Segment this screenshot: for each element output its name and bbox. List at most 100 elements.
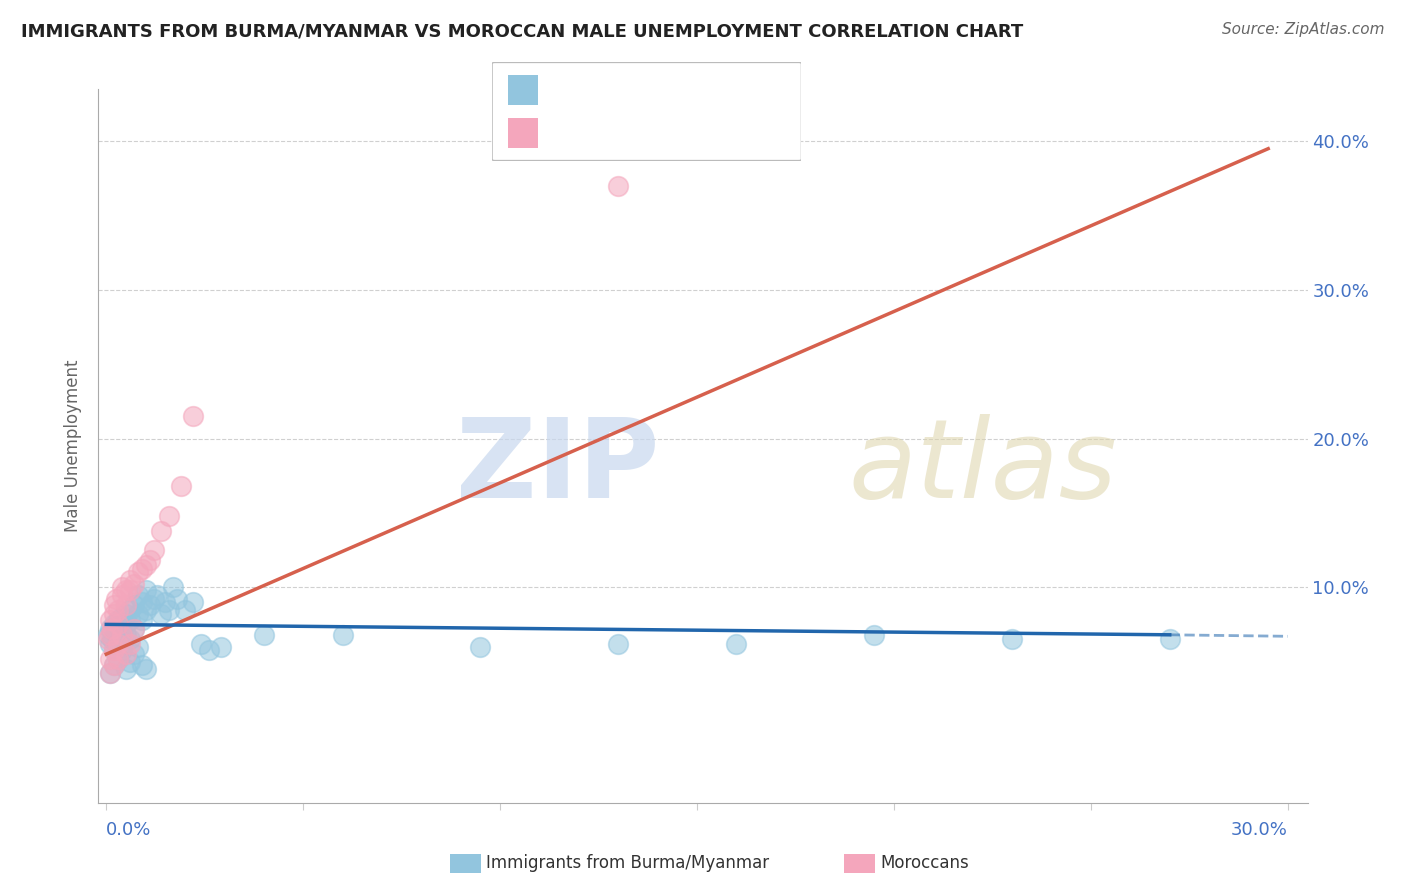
- Point: [209, 640, 232, 654]
- Point: [1001, 632, 1024, 647]
- Point: [607, 637, 630, 651]
- Text: atlas: atlas: [848, 414, 1116, 521]
- Text: Immigrants from Burma/Myanmar: Immigrants from Burma/Myanmar: [486, 854, 769, 871]
- Point: [115, 617, 138, 632]
- Point: [135, 583, 157, 598]
- Point: [146, 588, 169, 602]
- Point: [103, 657, 125, 672]
- Point: [157, 602, 180, 616]
- Point: [118, 602, 141, 616]
- Point: [127, 588, 149, 602]
- Point: [162, 580, 184, 594]
- Point: [103, 607, 125, 621]
- Point: [108, 622, 131, 636]
- Point: [103, 642, 125, 657]
- Point: [174, 602, 197, 616]
- Point: [115, 598, 138, 612]
- Point: [122, 577, 145, 591]
- Point: [122, 647, 145, 661]
- Point: [253, 628, 276, 642]
- Point: [107, 602, 129, 616]
- Point: [166, 592, 188, 607]
- Text: N =: N =: [703, 81, 741, 99]
- Point: [170, 479, 193, 493]
- Point: [107, 637, 129, 651]
- Point: [101, 622, 124, 636]
- Point: [101, 632, 124, 647]
- Point: [131, 657, 153, 672]
- Point: [118, 583, 141, 598]
- Point: [127, 640, 149, 654]
- Point: [138, 598, 160, 612]
- Point: [98, 666, 121, 681]
- Point: [107, 617, 129, 632]
- Point: [142, 592, 165, 607]
- Text: R =: R =: [554, 81, 592, 99]
- Text: 30.0%: 30.0%: [1232, 821, 1288, 838]
- Point: [118, 655, 141, 669]
- Point: [98, 613, 121, 627]
- FancyBboxPatch shape: [492, 62, 801, 161]
- Point: [1159, 632, 1181, 647]
- Point: [197, 642, 219, 657]
- Point: [190, 637, 212, 651]
- Point: [863, 628, 886, 642]
- Point: [127, 566, 149, 580]
- Y-axis label: Male Unemployment: Male Unemployment: [65, 359, 83, 533]
- Point: [122, 622, 145, 636]
- Text: ZIP: ZIP: [456, 414, 659, 521]
- Point: [103, 617, 125, 632]
- Point: [181, 409, 204, 424]
- Point: [105, 624, 128, 639]
- Point: [122, 598, 145, 612]
- Text: R =: R =: [554, 124, 592, 142]
- Point: [725, 637, 748, 651]
- Point: [118, 632, 141, 647]
- Point: [107, 651, 129, 665]
- Point: [150, 524, 173, 538]
- Point: [107, 651, 129, 665]
- Point: [181, 595, 204, 609]
- Point: [157, 508, 180, 523]
- Point: [118, 637, 141, 651]
- Point: [103, 642, 125, 657]
- Point: [142, 543, 165, 558]
- Point: [607, 178, 630, 193]
- Text: 0.821: 0.821: [610, 124, 665, 142]
- Text: Moroccans: Moroccans: [880, 854, 969, 871]
- Point: [103, 657, 125, 672]
- Point: [115, 583, 138, 598]
- Point: [131, 595, 153, 609]
- Point: [111, 610, 134, 624]
- Point: [115, 628, 138, 642]
- Point: [97, 628, 120, 642]
- Point: [111, 624, 134, 639]
- Point: [111, 642, 134, 657]
- Point: [98, 628, 121, 642]
- Text: -0.060: -0.060: [610, 81, 672, 99]
- Point: [111, 628, 134, 642]
- Text: Source: ZipAtlas.com: Source: ZipAtlas.com: [1222, 22, 1385, 37]
- Point: [150, 607, 173, 621]
- Point: [111, 637, 134, 651]
- Point: [118, 613, 141, 627]
- Point: [107, 632, 129, 647]
- Point: [155, 595, 177, 609]
- Point: [107, 613, 129, 627]
- Point: [115, 647, 138, 661]
- Point: [98, 666, 121, 681]
- Text: 58: 58: [755, 81, 779, 99]
- Point: [135, 602, 157, 616]
- Point: [118, 573, 141, 587]
- Point: [127, 607, 149, 621]
- Point: [98, 637, 121, 651]
- Point: [135, 662, 157, 676]
- Point: [103, 598, 125, 612]
- Point: [135, 558, 157, 572]
- Point: [115, 662, 138, 676]
- Point: [97, 632, 120, 647]
- Point: [98, 622, 121, 636]
- Point: [115, 607, 138, 621]
- Point: [111, 580, 134, 594]
- Point: [105, 592, 128, 607]
